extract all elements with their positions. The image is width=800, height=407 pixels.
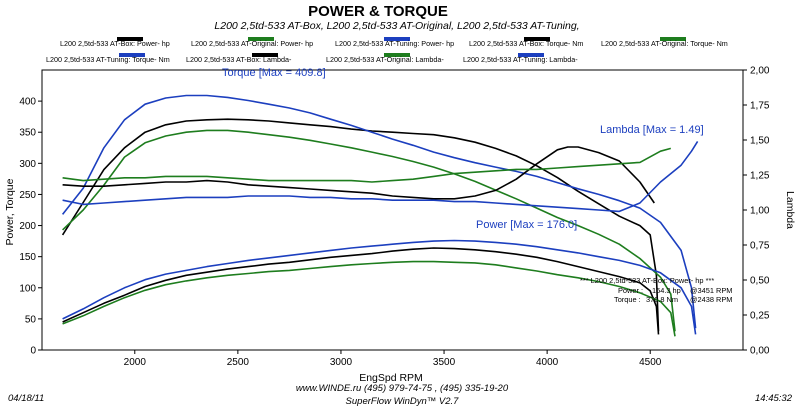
y-axis-right-title: Lambda — [784, 191, 796, 229]
info-header: *** L200 2,5td-533 AT-Box: Power- hp *** — [580, 276, 714, 285]
footer-time: 14:45:32 — [755, 393, 793, 404]
legend-swatch — [384, 37, 410, 41]
y-left-tick-label: 150 — [19, 252, 36, 263]
series-line-2 — [61, 94, 697, 329]
y-left-tick-label: 400 — [19, 97, 36, 108]
legend-swatch — [384, 53, 410, 57]
x-tick-label: 4500 — [639, 357, 662, 368]
y-right-tick-label: 0,50 — [750, 276, 770, 287]
x-tick-label: 2500 — [227, 357, 250, 368]
y-right-tick-label: 1,75 — [750, 101, 770, 112]
series-line-6 — [62, 146, 655, 204]
y-right-tick-label: 1,00 — [750, 206, 770, 217]
y-left-tick-label: 100 — [19, 283, 36, 294]
series-group — [61, 94, 699, 337]
y-right-tick-label: 0,75 — [750, 241, 770, 252]
axis-ticks: 2000 2500 3000 3500 4000 4500 0 50 100 150 200 250 3… — [19, 66, 770, 369]
info-torque-rpm: @2438 RPM — [690, 295, 732, 304]
legend-swatch — [524, 37, 550, 41]
x-tick-label: 3000 — [330, 357, 353, 368]
power-max-annotation: Power [Max = 176.0] — [476, 219, 577, 231]
y-left-tick-label: 50 — [25, 314, 37, 325]
footer-date: 04/18/11 — [8, 393, 44, 404]
series-line-3 — [62, 247, 660, 335]
torque-max-annotation: Torque [Max = 409.8] — [222, 67, 326, 79]
legend-swatch — [660, 37, 686, 41]
legend-label: L200 2,5td-533 AT-Original: Torque- Nm — [601, 39, 728, 48]
y-left-tick-label: 350 — [19, 128, 36, 139]
y-right-tick-label: 2,00 — [750, 66, 770, 77]
series-line-7 — [62, 147, 672, 183]
info-torque-label: Torque : — [614, 295, 641, 304]
y-left-tick-label: 300 — [19, 159, 36, 170]
x-tick-label: 3500 — [433, 357, 456, 368]
legend-label: L200 2,5td-533 AT-Tuning: Power- hp — [335, 39, 454, 48]
y-right-tick-label: 0,25 — [750, 311, 770, 322]
legend-label: L200 2,5td-533 AT-Tuning: Lambda- — [463, 55, 578, 64]
legend-label: L200 2,5td-533 AT-Original: Lambda- — [326, 55, 444, 64]
x-axis-title: EngSpd RPM — [359, 372, 423, 384]
plot-frame — [41, 69, 744, 351]
series-line-4 — [62, 260, 676, 337]
series-line-0 — [61, 118, 660, 332]
legend: L200 2,5td-533 AT-Box: Power- hp L200 2,5… — [46, 37, 728, 64]
y-axis-left-title: Power, Torque — [4, 178, 16, 245]
x-tick-label: 2000 — [124, 357, 147, 368]
y-right-tick-label: 0,00 — [750, 346, 770, 357]
x-tick-label: 4000 — [536, 357, 559, 368]
chart-title: POWER & TORQUE — [308, 3, 448, 20]
chart-subtitle: L200 2,5td-533 AT-Box, L200 2,5td-533 AT… — [214, 20, 579, 32]
info-power-value: 164.3 hp — [652, 286, 681, 295]
legend-label: L200 2,5td-533 AT-Box: Power- hp — [60, 39, 170, 48]
series-line-1 — [62, 129, 676, 332]
series-line-8 — [62, 140, 699, 213]
legend-swatch — [119, 53, 145, 57]
y-left-tick-label: 250 — [19, 190, 36, 201]
legend-label: L200 2,5td-533 AT-Original: Power- hp — [191, 39, 313, 48]
legend-label: L200 2,5td-533 AT-Box: Torque- Nm — [469, 39, 583, 48]
y-right-tick-label: 1,25 — [750, 171, 770, 182]
info-box: *** L200 2,5td-533 AT-Box: Power- hp ***… — [580, 276, 732, 304]
legend-swatch — [117, 37, 143, 41]
footer-software: SuperFlow WinDyn™ V2.7 — [346, 396, 460, 407]
y-right-tick-label: 1,50 — [750, 136, 770, 147]
legend-swatch — [518, 53, 544, 57]
legend-swatch — [248, 37, 274, 41]
info-torque-value: 370.8 Nm — [646, 295, 678, 304]
y-left-tick-label: 200 — [19, 221, 36, 232]
footer-site: www.WINDE.ru (495) 979-74-75 , (495) 335… — [296, 383, 509, 394]
legend-swatch — [252, 53, 278, 57]
series-line-5 — [62, 239, 697, 335]
y-left-tick-label: 0 — [30, 346, 36, 357]
legend-label: L200 2,5td-533 AT-Tuning: Torque- Nm — [46, 55, 170, 64]
info-power-rpm: @3451 RPM — [690, 286, 732, 295]
lambda-max-annotation: Lambda [Max = 1.49] — [600, 124, 704, 136]
info-power-label: Power : — [618, 286, 643, 295]
legend-label: L200 2,5td-533 AT-Box: Lambda- — [186, 55, 292, 64]
